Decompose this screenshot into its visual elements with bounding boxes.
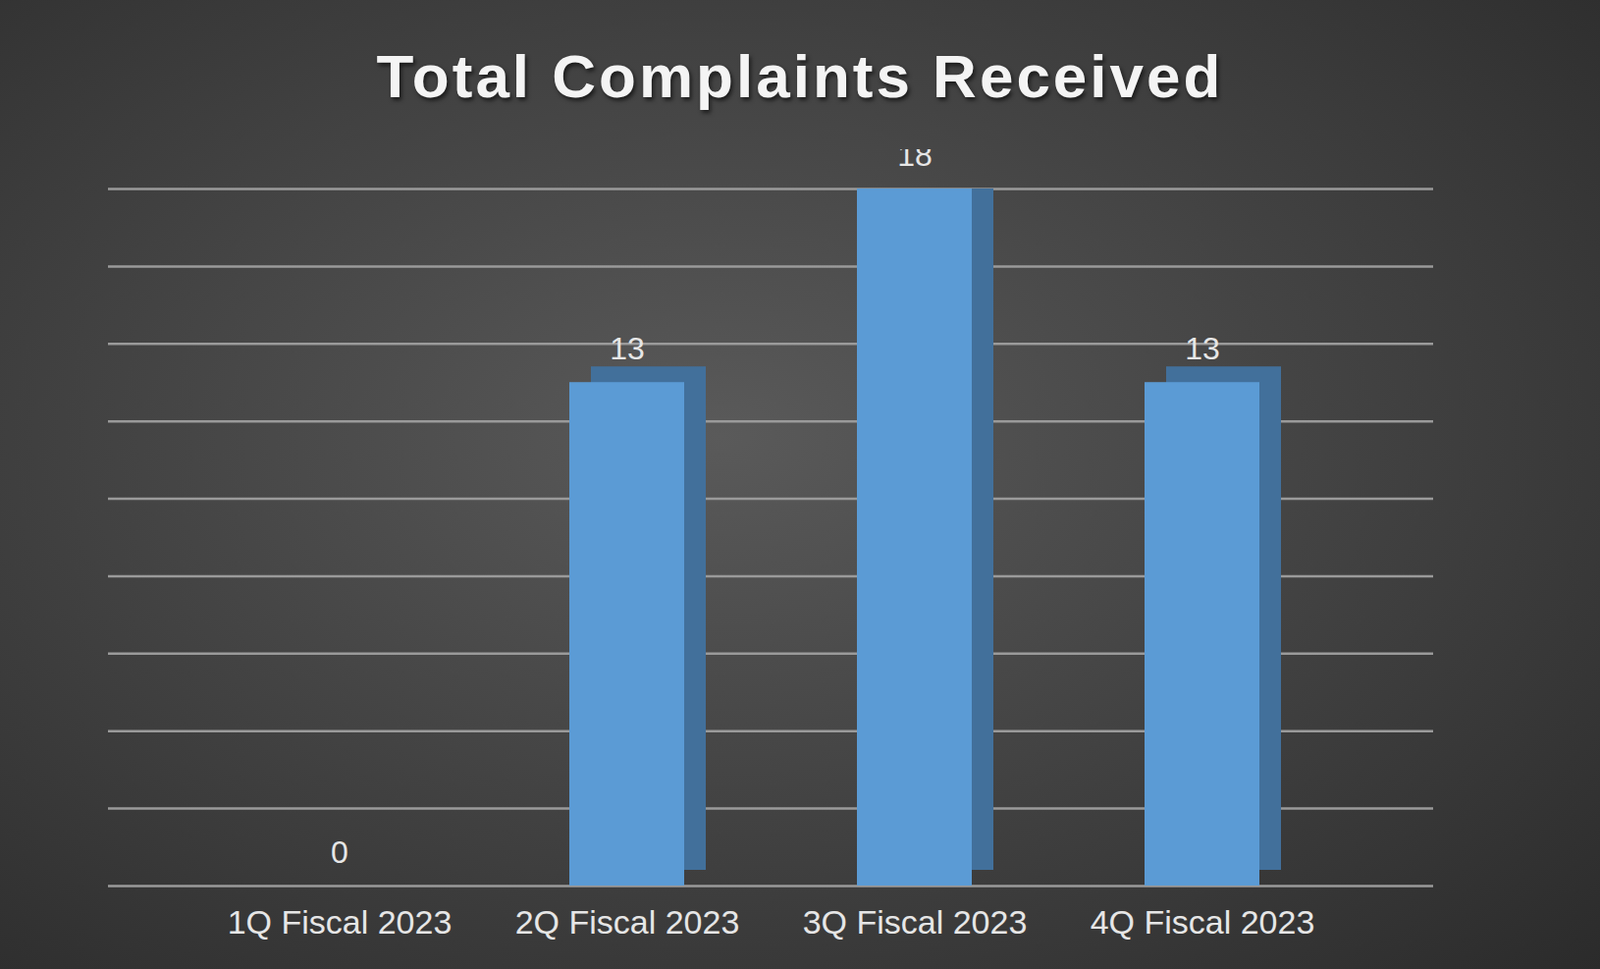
svg-text:18: 18	[897, 149, 933, 173]
svg-text:13: 13	[1184, 330, 1221, 367]
svg-text:3Q Fiscal 2023: 3Q Fiscal 2023	[802, 903, 1028, 941]
svg-text:2Q Fiscal 2023: 2Q Fiscal 2023	[515, 903, 741, 941]
html-text:Total Complaints Received: Total Complaints Received	[376, 42, 1224, 110]
svg-text:1Q Fiscal 2023: 1Q Fiscal 2023	[227, 903, 453, 941]
svg-text:4Q Fiscal 2023: 4Q Fiscal 2023	[1090, 903, 1316, 941]
svg-text:13: 13	[609, 330, 645, 367]
svg-text:0: 0	[330, 834, 349, 870]
